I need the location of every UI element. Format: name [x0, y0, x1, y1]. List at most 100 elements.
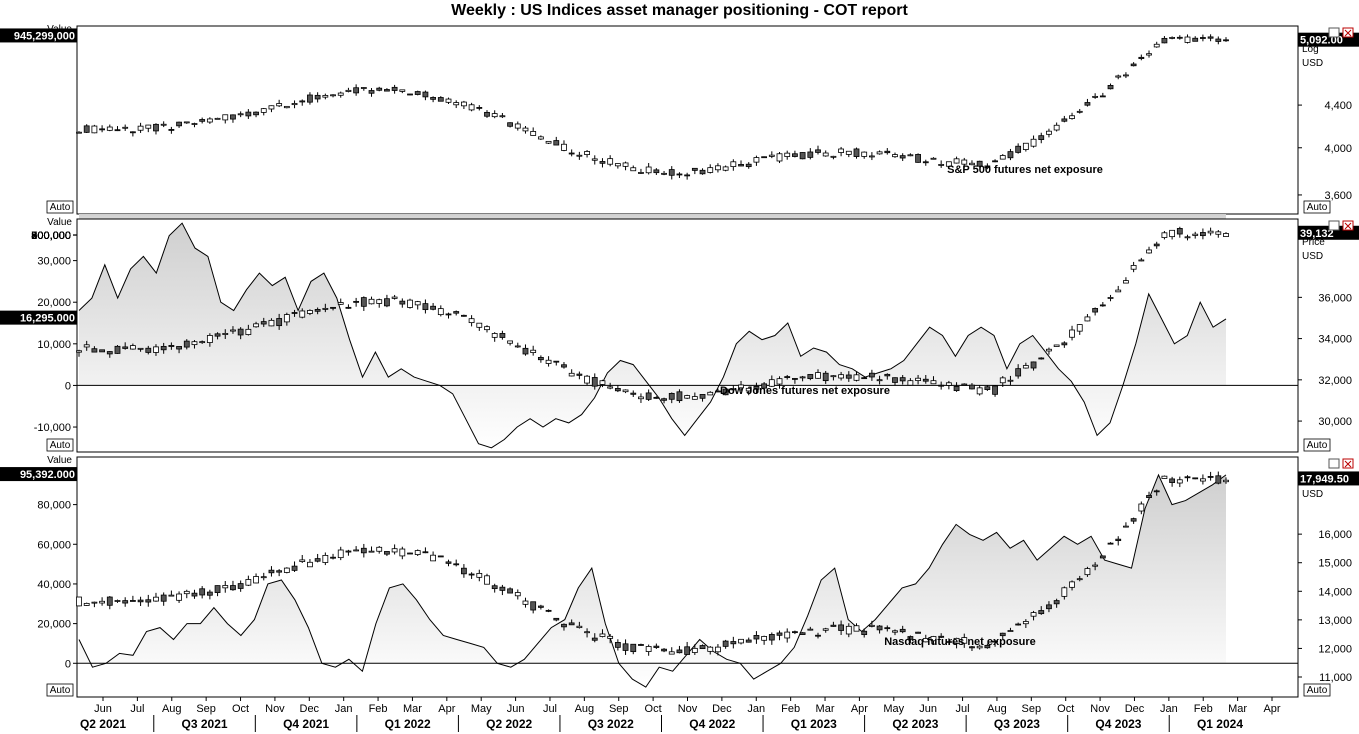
candle-body: [876, 379, 883, 382]
candle-body: [861, 151, 868, 157]
candle-body: [1215, 231, 1222, 235]
candle-body: [129, 345, 136, 350]
candle-body: [645, 646, 652, 652]
candle-body: [168, 594, 175, 597]
quarter-label: Q4 2022: [689, 717, 735, 731]
candle-body: [1015, 368, 1022, 377]
candle-body: [183, 121, 190, 124]
candle-body: [661, 648, 667, 652]
candle-body: [607, 386, 614, 389]
candle-body: [799, 152, 806, 160]
candle-body: [599, 161, 606, 164]
candle-body: [614, 163, 621, 167]
candle-body: [299, 559, 306, 562]
candle-body: [1107, 542, 1114, 545]
candle-body: [237, 113, 244, 116]
candle-body: [430, 305, 437, 310]
candle-body: [1069, 329, 1075, 338]
candle-body: [299, 310, 306, 318]
candle-body: [160, 345, 167, 351]
candle-body: [522, 347, 529, 355]
candle-body: [399, 548, 406, 557]
candle-body: [322, 95, 329, 98]
left-axis-tick-label: 30,000: [37, 256, 71, 268]
candle-body: [1138, 56, 1145, 59]
left-axis-tick-label: 80,000: [37, 500, 71, 512]
candle-body: [899, 155, 906, 159]
candle-body: [684, 174, 691, 177]
candle-body: [1223, 479, 1229, 483]
net-exposure-line: [78, 473, 1227, 688]
candle-body: [514, 123, 521, 129]
net-exposure-area: [79, 474, 1226, 688]
candle-body: [460, 567, 467, 575]
month-label: Sep: [196, 703, 216, 715]
candle-body: [984, 644, 991, 649]
panel-window-controls[interactable]: [1328, 458, 1354, 469]
candle-body: [491, 585, 498, 590]
candle-body: [553, 360, 560, 363]
candle-body: [1207, 36, 1214, 39]
candle-body: [99, 349, 105, 353]
candle-body: [376, 546, 383, 552]
candle-body: [353, 300, 360, 303]
candle-body: [784, 631, 791, 639]
panel-window-controls[interactable]: [1328, 27, 1354, 38]
panel-window-controls[interactable]: [1328, 220, 1354, 231]
candle-body: [230, 585, 236, 591]
candle-body: [137, 347, 144, 350]
left-axis-label: Value: [47, 455, 72, 466]
candle-body: [99, 600, 105, 604]
candle-body: [969, 162, 975, 166]
close-icon-cross: [1344, 29, 1352, 37]
month-label: Mar: [403, 703, 422, 715]
candle-body: [1069, 115, 1075, 119]
candle-body: [591, 377, 598, 387]
candle-body: [445, 561, 452, 564]
candle-body: [645, 166, 652, 174]
candle-body: [1069, 581, 1075, 588]
month-label: May: [471, 703, 492, 715]
candle-body: [568, 372, 575, 377]
candle-body: [638, 644, 644, 646]
candle-body: [537, 605, 544, 608]
candle-body: [160, 594, 167, 602]
candle-body: [707, 167, 714, 173]
left-value-badge: [0, 310, 77, 325]
candle-body: [745, 387, 752, 392]
candle-body: [237, 328, 244, 336]
candle-body: [230, 114, 236, 120]
month-label: Dec: [712, 703, 732, 715]
candle-body: [868, 624, 875, 627]
candle-body: [291, 103, 298, 106]
candle-body: [815, 634, 821, 637]
auto-scale-label-left: Auto: [50, 440, 71, 451]
candle-body: [976, 645, 983, 649]
candle-body: [568, 622, 575, 626]
candle-body: [1084, 316, 1091, 322]
candle-body: [1053, 600, 1060, 605]
candle-body: [291, 565, 298, 571]
candle-body: [499, 115, 506, 118]
candle-body: [291, 312, 298, 314]
candle-body: [1115, 75, 1122, 78]
candle-body: [1015, 623, 1022, 626]
candle-body: [376, 87, 383, 91]
candle-body: [268, 105, 275, 110]
candle-body: [191, 592, 198, 597]
candle-body: [930, 636, 937, 642]
candle-body: [753, 157, 760, 163]
candle-body: [930, 157, 937, 160]
left-axis-tick-label: 40,000: [37, 579, 71, 591]
candle-body: [807, 628, 814, 631]
candle-body: [137, 599, 144, 603]
candle-body: [907, 380, 914, 386]
candle-body: [907, 636, 914, 640]
candle-body: [668, 392, 675, 400]
candle-body: [1038, 357, 1045, 360]
close-icon-cross: [1344, 222, 1352, 230]
candle-body: [861, 630, 868, 636]
candle-body: [437, 308, 444, 316]
month-label: Aug: [575, 703, 595, 715]
